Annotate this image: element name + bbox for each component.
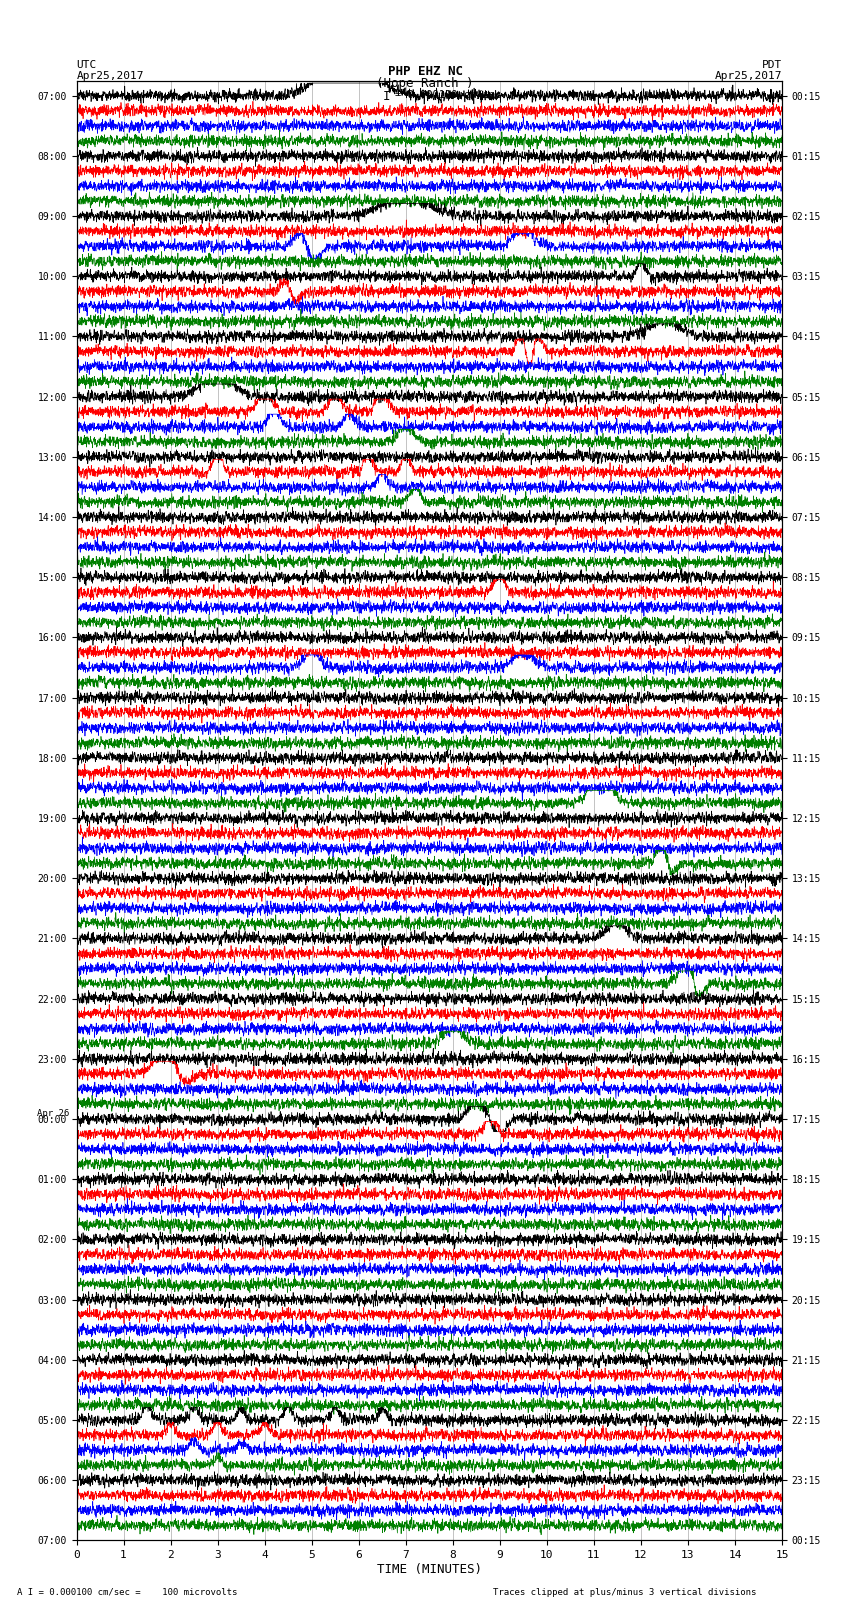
Text: (Hope Ranch ): (Hope Ranch ) [377,77,473,90]
Text: I: I [383,90,390,103]
Text: PHP EHZ NC: PHP EHZ NC [388,65,462,77]
Text: = 0.000100 cm/sec: = 0.000100 cm/sec [395,90,501,100]
X-axis label: TIME (MINUTES): TIME (MINUTES) [377,1563,482,1576]
Text: Apr25,2017: Apr25,2017 [76,71,144,81]
Text: Traces clipped at plus/minus 3 vertical divisions: Traces clipped at plus/minus 3 vertical … [493,1587,756,1597]
Text: Apr25,2017: Apr25,2017 [715,71,782,81]
Text: UTC: UTC [76,60,97,69]
Text: PDT: PDT [762,60,782,69]
Text: A I = 0.000100 cm/sec =    100 microvolts: A I = 0.000100 cm/sec = 100 microvolts [17,1587,237,1597]
Text: Apr 26: Apr 26 [37,1108,70,1118]
